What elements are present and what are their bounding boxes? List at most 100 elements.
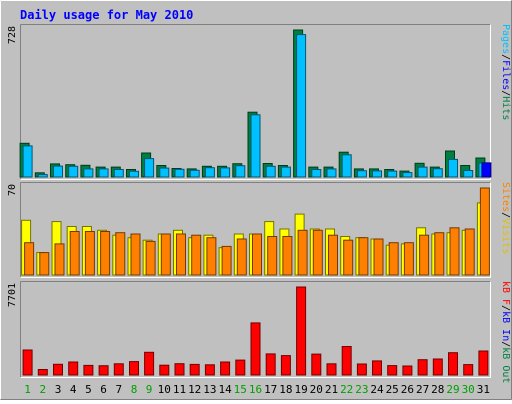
day-label: 16 (249, 383, 262, 396)
bar-kb-f (417, 359, 428, 376)
bar-kb-f (22, 349, 33, 376)
bar-files (144, 158, 155, 178)
legend-part: Sites (500, 182, 511, 212)
panel-legend-label: Sites/Visits (500, 182, 511, 254)
day-label: 31 (477, 383, 490, 396)
bar-sites (388, 242, 399, 276)
bar-sites (449, 227, 460, 276)
day-label: 18 (279, 383, 292, 396)
bar-files (204, 167, 215, 178)
bar-kb-f (159, 364, 170, 376)
bar-kb-f (174, 363, 185, 376)
day-label: 22 (340, 383, 353, 396)
bar-files (448, 158, 458, 178)
day-label: 15 (234, 383, 247, 396)
bar-files (235, 165, 246, 178)
bar-kb-f (448, 352, 458, 376)
panel-legend-label: kB F/kB In/kB Out (500, 281, 511, 383)
bar-kb-f (53, 363, 63, 376)
bar-kb-f (341, 346, 352, 376)
day-label: 28 (431, 383, 444, 396)
bar-files (68, 165, 79, 178)
bar-files (22, 145, 33, 178)
bar-sites (297, 229, 308, 276)
legend-part: / (500, 212, 511, 218)
bar-sites (373, 238, 384, 276)
bar-kb-f (220, 361, 231, 376)
bar-kb-f (265, 353, 276, 376)
bar-sites (54, 243, 65, 276)
bar-files (417, 166, 428, 178)
bar-sites (84, 231, 95, 276)
bar-kb-f (387, 365, 398, 376)
bar-sites (419, 234, 430, 276)
day-label: 8 (131, 383, 138, 396)
bar-files (83, 168, 94, 178)
bar-files (402, 172, 413, 178)
bar-kb-f (235, 359, 246, 376)
legend-part: kB In (500, 311, 511, 341)
day-label: 30 (462, 383, 475, 396)
day-label: 6 (100, 383, 107, 396)
bar-files (174, 168, 185, 178)
bar-files (356, 170, 367, 178)
bar-kb-f (144, 351, 155, 376)
legend-part: / (500, 341, 511, 347)
day-label: 23 (355, 383, 368, 396)
bar-kb-f (478, 350, 489, 376)
bar-kb-f (432, 358, 443, 376)
bar-sites (160, 233, 171, 276)
legend-part: Visits (500, 218, 511, 254)
day-label: 4 (70, 383, 77, 396)
legend-part: / (500, 90, 511, 96)
legend-part: Hits (500, 96, 511, 120)
bar-sites (100, 231, 111, 276)
day-label: 10 (158, 383, 171, 396)
bar-kb-f (372, 360, 382, 376)
bar-files (159, 167, 170, 178)
panel-ymax-label: 7701 (7, 283, 18, 307)
bar-kb-f (98, 365, 109, 376)
day-label: 17 (264, 383, 277, 396)
bar-files (129, 170, 139, 178)
day-label: 27 (416, 383, 429, 396)
day-label: 11 (173, 383, 186, 396)
legend-part: / (500, 54, 511, 60)
bar-kb-f (68, 361, 79, 376)
bar-sites (479, 187, 490, 276)
bar-kb-f (311, 353, 322, 376)
bar-sites (328, 234, 338, 276)
bar-kb-f (463, 364, 474, 376)
bar-sites (206, 237, 217, 276)
bar-sites (343, 239, 354, 276)
bar-kb-f (402, 365, 413, 376)
bar-files (220, 167, 231, 178)
legend-part: Files (500, 60, 511, 90)
panel-1: 728 Pages/Files/Hits (7, 24, 511, 180)
bar-kb-f (326, 363, 337, 376)
day-label: 14 (218, 383, 232, 396)
bar-sites (176, 233, 186, 276)
panel-ymax-label: 70 (7, 184, 18, 196)
bar-kb-f (296, 286, 307, 376)
bar-sites (434, 232, 445, 276)
bar-sites (130, 233, 141, 276)
bar-sites (312, 229, 323, 276)
bar-files (311, 169, 322, 178)
bar-kb-f (189, 363, 200, 376)
bar-sites (358, 237, 369, 276)
day-label: 3 (55, 383, 62, 396)
bar-sites (39, 252, 50, 276)
day-label: 29 (446, 383, 459, 396)
bar-files (387, 170, 398, 178)
bar-files (37, 174, 48, 178)
day-label: 12 (188, 383, 201, 396)
bar-files (265, 165, 276, 178)
day-label: 26 (401, 383, 414, 396)
day-label: 13 (203, 383, 216, 396)
panel-ymax-label: 728 (7, 26, 18, 44)
bar-sites (115, 232, 126, 276)
bar-files (113, 169, 124, 178)
